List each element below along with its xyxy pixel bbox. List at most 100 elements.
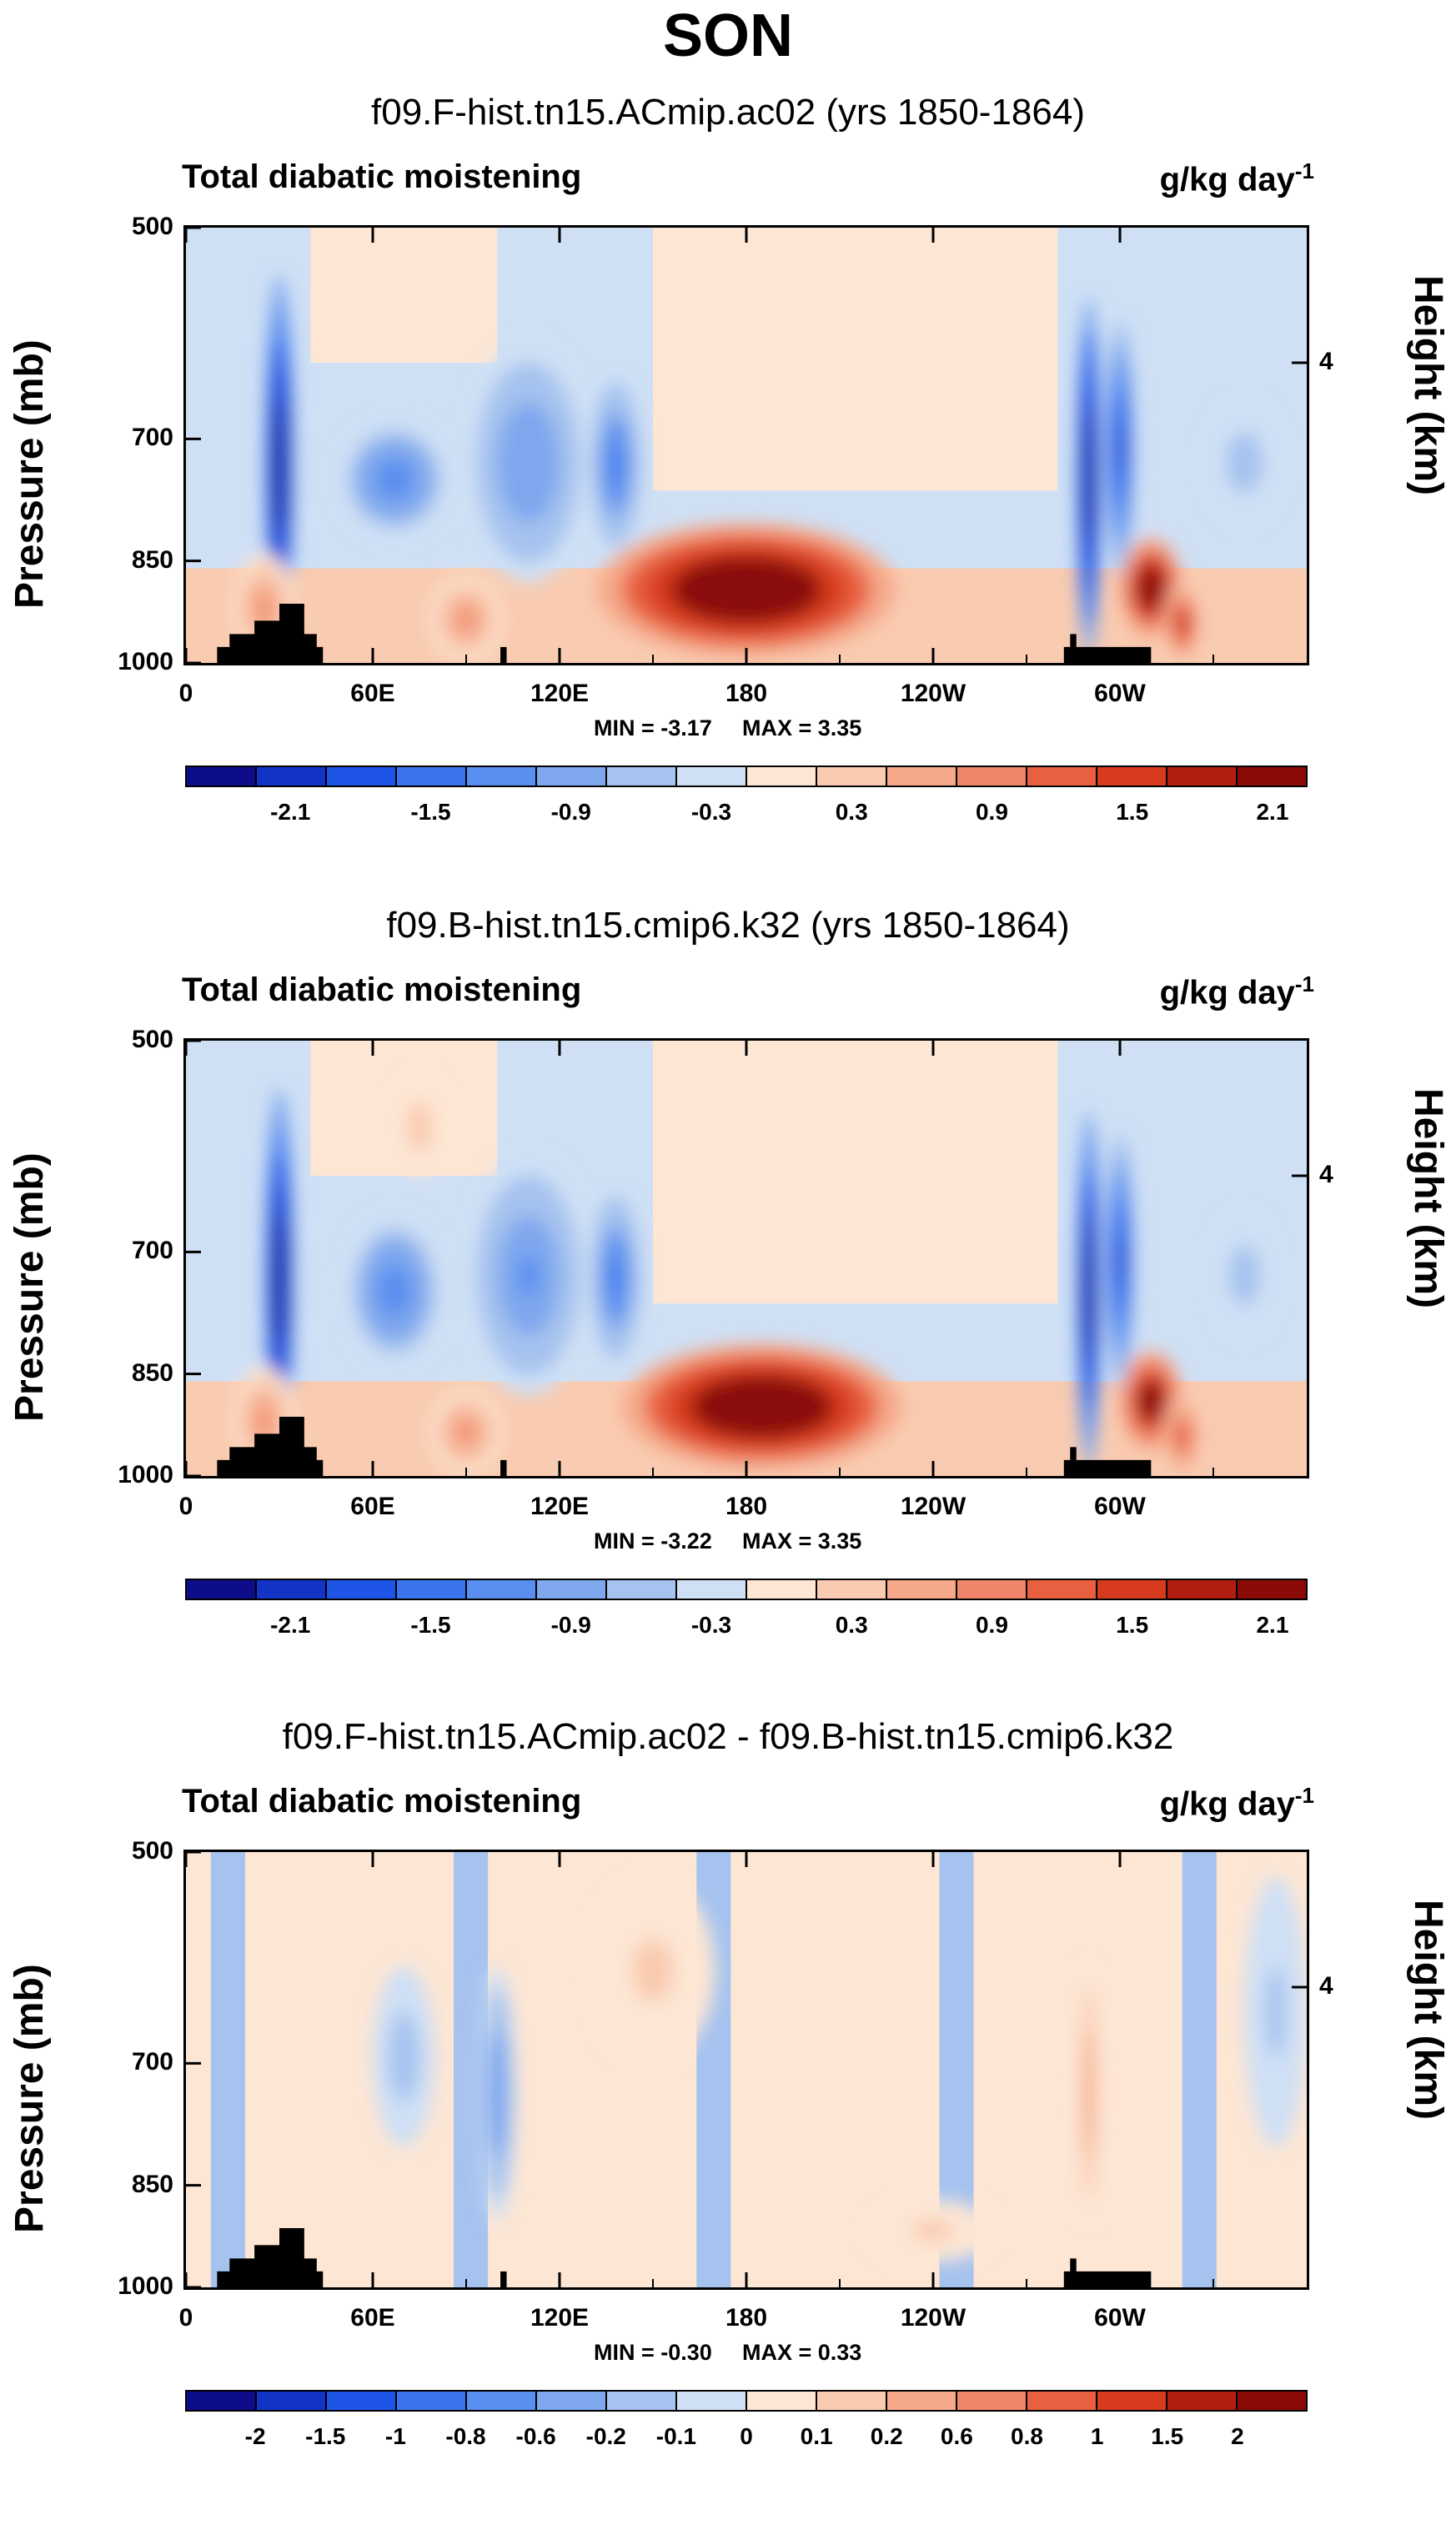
panel-title: f09.F-hist.tn15.ACmip.ac02 - f09.B-hist.… (282, 1716, 1174, 1757)
colorbar-box (747, 2392, 817, 2410)
colorbar-label: 1.5 (1151, 2423, 1184, 2449)
x-tick-label: 60W (1094, 680, 1146, 707)
field-background (186, 1852, 1307, 2287)
y-tick-label: 850 (131, 2170, 173, 2198)
y-tick-label: 500 (131, 213, 173, 240)
panel-2: f09.B-hist.tn15.cmip6.k32 (yrs 1850-1864… (0, 905, 1456, 1714)
max-value: MAX = 0.33 (742, 2340, 862, 2365)
x-tick-label: 0 (178, 1493, 193, 1520)
colorbar-label: 0.9 (975, 1612, 1008, 1638)
colorbar-label: -0.3 (690, 799, 732, 825)
contour-feature (721, 578, 771, 601)
min-value: MIN = -0.30 (594, 2340, 712, 2365)
topography (1063, 2258, 1152, 2287)
colorbar-box (1027, 2392, 1097, 2410)
contour-plot (183, 1850, 1309, 2290)
contour-feature (399, 2041, 409, 2072)
colorbar-box (817, 767, 887, 786)
colorbar-label: -0.1 (655, 2423, 696, 2449)
colorbar-label: -0.2 (585, 2423, 626, 2449)
colorbar-label: -2.1 (270, 1612, 311, 1638)
colorbar-box (887, 2392, 957, 2410)
x-tick-label: 60E (350, 680, 395, 707)
contour-feature (1178, 1428, 1186, 1443)
colorbar-labels: -2.1 -1.5 -0.9 -0.3 0.3 0.9 1.5 2.1 (185, 799, 1308, 832)
topography (500, 646, 507, 663)
colorbar-box (187, 1580, 257, 1599)
colorbar-box (817, 2392, 887, 2410)
colorbar-box (467, 767, 537, 786)
colorbar-box (957, 1580, 1027, 1599)
y-right-tick-label: 4 (1319, 1160, 1333, 1188)
colorbar-label: 0.6 (940, 2423, 973, 2449)
colorbar-label: 1.5 (1116, 799, 1149, 825)
x-tick-label: 120W (900, 680, 966, 707)
x-tick-label: 0 (178, 2304, 193, 2332)
colorbar-labels: -2 -1.5 -1 -0.8 -0.6 -0.2 -0.1 0 0.1 0.2 0.6 0.8 1 1.… (185, 2423, 1308, 2457)
contour-feature (415, 1118, 424, 1135)
colorbar-box (537, 767, 607, 786)
colorbar-label: -0.6 (515, 2423, 556, 2449)
colorbar-labels: -2.1 -1.5 -0.9 -0.3 0.3 0.9 1.5 2.1 (185, 1612, 1308, 1645)
x-tick-label: 180 (725, 2304, 768, 2332)
contour-feature (1146, 580, 1157, 596)
min-value: MIN = -3.22 (594, 1529, 712, 1554)
field-band (653, 1041, 1058, 1304)
contour-feature (259, 599, 269, 618)
colorbar-box (1027, 767, 1097, 786)
y-axis-label-right: Height (km) (1406, 275, 1450, 495)
units-label: g/kg day-1 (1160, 1783, 1314, 1823)
colorbar-box (607, 767, 677, 786)
colorbar-label: -0.9 (550, 1612, 591, 1638)
units-exponent: -1 (1294, 1783, 1314, 1808)
topography (1063, 634, 1152, 663)
colorbar-box (537, 1580, 607, 1599)
y-tick-label: 500 (131, 1837, 173, 1865)
colorbar (185, 1579, 1308, 1600)
colorbar-label: -1.5 (410, 799, 451, 825)
colorbar-box (887, 1580, 957, 1599)
field-band (210, 1852, 245, 2287)
panel-title: f09.F-hist.tn15.ACmip.ac02 (yrs 1850-186… (371, 92, 1085, 133)
colorbar-box (957, 767, 1027, 786)
colorbar-box (1097, 1580, 1167, 1599)
contour-feature (259, 1412, 269, 1431)
units-text: g/kg day (1159, 974, 1295, 1012)
x-tick-label: 120W (900, 1493, 966, 1520)
colorbar-box (1238, 1580, 1306, 1599)
colorbar-label: 0 (740, 2423, 753, 2449)
units-text: g/kg day (1159, 1785, 1295, 1823)
x-tick-label: 0 (178, 680, 193, 707)
topography (217, 603, 324, 663)
x-tick-label: 60W (1094, 1493, 1146, 1520)
y-axis-label-right: Height (km) (1406, 1088, 1450, 1308)
contour-feature (611, 450, 620, 479)
colorbar-box (747, 1580, 817, 1599)
y-tick-label: 500 (131, 1026, 173, 1053)
contour-feature (518, 442, 540, 483)
colorbar-box (607, 1580, 677, 1599)
contour-feature (276, 434, 283, 499)
topography (500, 1459, 507, 1476)
colorbar-label: 0.3 (835, 799, 868, 825)
contour-feature (276, 1247, 283, 1312)
colorbar-label: 2.1 (1256, 1612, 1289, 1638)
y-tick-label: 1000 (118, 1461, 173, 1488)
topography (1063, 1447, 1152, 1476)
contour-feature (1238, 452, 1251, 473)
contour-plot (183, 1038, 1309, 1478)
field-band (1182, 1852, 1217, 2287)
max-value: MAX = 3.35 (742, 1529, 862, 1554)
x-tick-label: 60E (350, 1493, 395, 1520)
units-label: g/kg day-1 (1160, 158, 1314, 198)
topography (217, 2227, 324, 2287)
colorbar-box (327, 767, 397, 786)
y-tick-label: 1000 (118, 648, 173, 675)
colorbar-box (327, 2392, 397, 2410)
colorbar-box (887, 767, 957, 786)
contour-feature (384, 469, 404, 489)
contour-feature (518, 1255, 540, 1296)
field-band (291, 1852, 326, 2287)
colorbar-label: -0.8 (445, 2423, 486, 2449)
panel-1: f09.F-hist.tn15.ACmip.ac02 (yrs 1850-186… (0, 92, 1456, 901)
